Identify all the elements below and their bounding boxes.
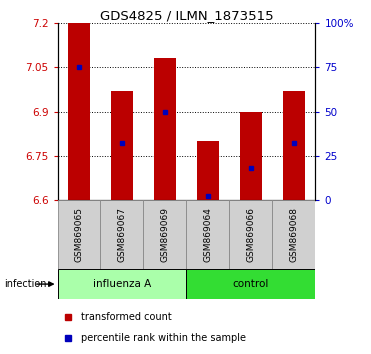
Bar	[101, 200, 144, 269]
Bar	[272, 200, 315, 269]
Bar	[68, 23, 90, 200]
Text: GSM869069: GSM869069	[160, 207, 170, 262]
Bar	[197, 141, 219, 200]
Text: GSM869068: GSM869068	[289, 207, 298, 262]
Text: GSM869066: GSM869066	[246, 207, 255, 262]
Bar	[187, 269, 315, 299]
Text: infection: infection	[4, 279, 46, 289]
Text: GSM869065: GSM869065	[75, 207, 83, 262]
Bar	[229, 200, 272, 269]
Bar	[283, 91, 305, 200]
Bar	[111, 91, 133, 200]
Text: percentile rank within the sample: percentile rank within the sample	[81, 332, 246, 343]
Text: influenza A: influenza A	[93, 279, 151, 289]
Bar	[144, 200, 186, 269]
Bar	[58, 200, 101, 269]
Text: transformed count: transformed count	[81, 312, 171, 322]
Bar	[187, 200, 229, 269]
Title: GDS4825 / ILMN_1873515: GDS4825 / ILMN_1873515	[100, 9, 273, 22]
Text: GSM869067: GSM869067	[118, 207, 127, 262]
Bar	[240, 112, 262, 200]
Text: GSM869064: GSM869064	[203, 207, 213, 262]
Bar	[154, 58, 176, 200]
Bar	[58, 269, 187, 299]
Text: control: control	[233, 279, 269, 289]
